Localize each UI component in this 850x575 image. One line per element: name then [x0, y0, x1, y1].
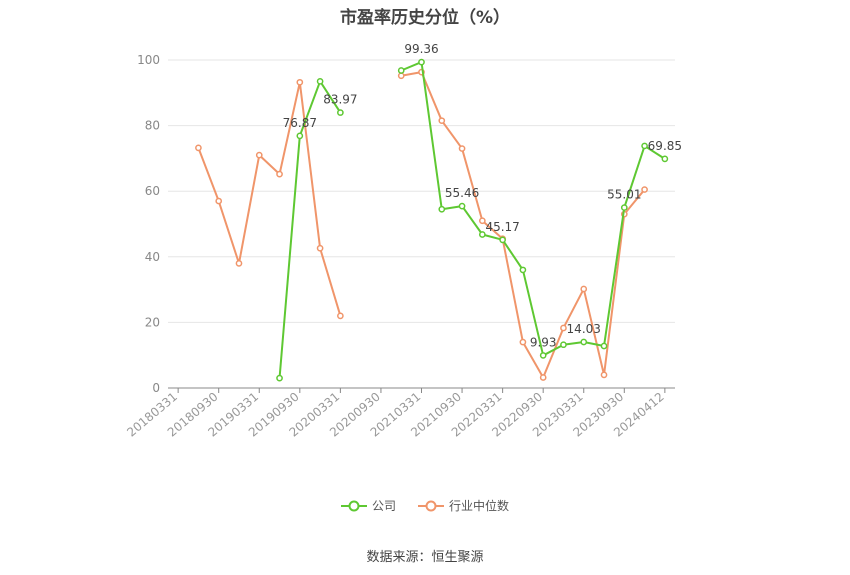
- data-label: 55.01: [607, 188, 641, 202]
- data-label: 9.93: [530, 335, 557, 349]
- series-line-0: [400, 61, 666, 357]
- series-line-1: [197, 81, 342, 317]
- legend-industry-marker-icon: [418, 500, 444, 511]
- data-point: [600, 342, 608, 350]
- chart-title: 市盈率历史分位（%）: [339, 8, 511, 28]
- data-label: 83.97: [323, 93, 357, 107]
- data-point: [560, 324, 567, 332]
- data-point: [397, 72, 405, 80]
- data-label: 99.36: [404, 42, 438, 56]
- y-tick-label: 100: [137, 53, 160, 67]
- data-label: 55.46: [445, 186, 479, 200]
- data-point: [539, 374, 547, 381]
- data-point: [641, 142, 648, 150]
- data-point: [458, 145, 466, 152]
- data-point: [519, 266, 527, 274]
- data-point: [478, 231, 486, 238]
- data-point: [641, 186, 648, 193]
- data-label: 69.85: [648, 139, 682, 153]
- data-point: [560, 341, 567, 349]
- data-point: [438, 117, 446, 125]
- legend-company-marker-icon: [340, 500, 367, 511]
- data-point: [255, 151, 263, 159]
- series-line-0: [278, 80, 342, 379]
- legend-item-company[interactable]: 公司: [340, 497, 396, 514]
- data-point: [620, 204, 628, 211]
- data-label: 76.87: [283, 116, 317, 130]
- data-point: [397, 67, 405, 74]
- y-tick-label: 80: [145, 119, 160, 133]
- data-point: [276, 170, 283, 178]
- legend-label-industry-median: 行业中位数: [449, 499, 510, 513]
- data-point: [661, 155, 669, 163]
- data-point: [195, 144, 202, 152]
- data-point: [276, 374, 283, 382]
- data-point: [235, 260, 243, 267]
- y-tick-label: 40: [145, 250, 160, 264]
- data-point: [458, 202, 466, 210]
- data-label: 45.17: [485, 220, 519, 234]
- data-point: [580, 338, 588, 346]
- data-point: [519, 338, 527, 346]
- data-source-text: 数据来源：恒生聚源: [366, 550, 484, 565]
- data-point: [418, 58, 425, 66]
- data-point: [478, 217, 486, 225]
- data-point: [337, 312, 344, 320]
- data-label: 14.03: [567, 322, 601, 336]
- y-tick-label: 60: [145, 184, 160, 198]
- data-point: [316, 77, 324, 85]
- legend-label-company: 公司: [371, 499, 396, 513]
- data-point: [215, 197, 223, 205]
- data-point: [438, 205, 446, 213]
- data-point: [539, 352, 547, 359]
- data-point: [600, 371, 608, 379]
- series-line-1: [401, 71, 646, 379]
- y-tick-label: 0: [152, 381, 160, 395]
- y-tick-label: 20: [145, 315, 160, 329]
- data-point: [296, 132, 304, 140]
- data-point: [580, 285, 588, 293]
- chart-legend: 公司 行业中位数: [0, 497, 850, 514]
- data-point: [296, 78, 304, 86]
- data-point: [499, 236, 506, 244]
- legend-item-industry-median[interactable]: 行业中位数: [418, 497, 509, 514]
- data-point: [316, 244, 324, 252]
- data-point: [337, 109, 344, 116]
